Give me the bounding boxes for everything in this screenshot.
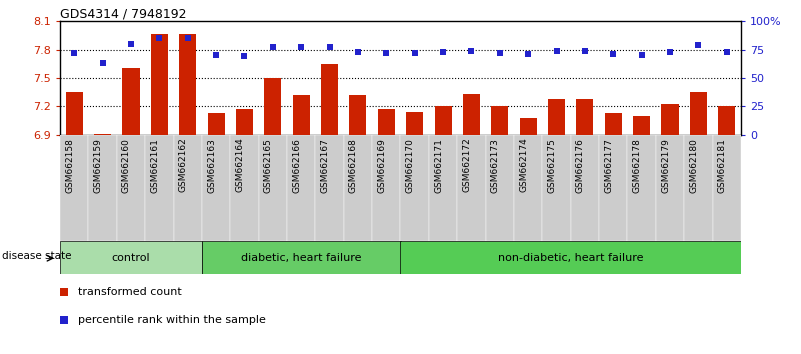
Bar xyxy=(287,135,316,241)
Bar xyxy=(457,135,485,241)
Bar xyxy=(713,135,741,241)
Bar xyxy=(123,68,139,135)
Bar xyxy=(292,95,310,135)
Text: GSM662161: GSM662161 xyxy=(151,138,159,193)
Text: GSM662166: GSM662166 xyxy=(292,138,301,193)
Bar xyxy=(577,99,594,135)
Bar xyxy=(400,241,741,274)
Bar xyxy=(570,135,599,241)
Bar xyxy=(491,106,509,135)
Bar xyxy=(429,135,457,241)
Text: GSM662175: GSM662175 xyxy=(548,138,557,193)
Bar xyxy=(344,135,372,241)
Bar xyxy=(66,92,83,135)
Bar xyxy=(548,99,565,135)
Bar xyxy=(202,135,231,241)
Bar xyxy=(463,94,480,135)
Bar xyxy=(321,64,338,135)
Text: transformed count: transformed count xyxy=(78,287,182,297)
Bar xyxy=(627,135,656,241)
Text: GSM662163: GSM662163 xyxy=(207,138,216,193)
Bar xyxy=(406,112,423,135)
Bar xyxy=(633,116,650,135)
Bar xyxy=(151,34,168,135)
Bar xyxy=(656,135,684,241)
Text: GSM662178: GSM662178 xyxy=(633,138,642,193)
Text: GSM662171: GSM662171 xyxy=(434,138,443,193)
Text: percentile rank within the sample: percentile rank within the sample xyxy=(78,315,266,325)
Bar xyxy=(662,104,678,135)
Text: GSM662159: GSM662159 xyxy=(94,138,103,193)
Bar xyxy=(514,135,542,241)
Bar xyxy=(174,135,202,241)
Text: GSM662181: GSM662181 xyxy=(718,138,727,193)
Bar xyxy=(605,113,622,135)
Bar xyxy=(378,109,395,135)
Bar xyxy=(117,135,145,241)
Text: control: control xyxy=(111,252,151,263)
Text: GSM662176: GSM662176 xyxy=(576,138,585,193)
Bar xyxy=(60,135,88,241)
Bar xyxy=(599,135,627,241)
Text: GDS4314 / 7948192: GDS4314 / 7948192 xyxy=(60,7,187,20)
Bar xyxy=(316,135,344,241)
Bar xyxy=(400,135,429,241)
Text: GSM662172: GSM662172 xyxy=(462,138,472,193)
Bar xyxy=(231,135,259,241)
Bar xyxy=(179,34,196,135)
Bar xyxy=(236,109,253,135)
Text: GSM662162: GSM662162 xyxy=(179,138,187,193)
Bar xyxy=(718,106,735,135)
Text: GSM662164: GSM662164 xyxy=(235,138,244,193)
Bar xyxy=(542,135,570,241)
Bar xyxy=(434,106,452,135)
Text: disease state: disease state xyxy=(2,251,72,261)
Text: GSM662169: GSM662169 xyxy=(377,138,386,193)
Bar xyxy=(349,95,366,135)
Text: GSM662179: GSM662179 xyxy=(661,138,670,193)
Bar xyxy=(259,135,287,241)
Text: GSM662158: GSM662158 xyxy=(65,138,74,193)
Bar xyxy=(88,135,117,241)
Bar xyxy=(202,241,400,274)
Text: GSM662174: GSM662174 xyxy=(519,138,528,193)
Bar xyxy=(372,135,400,241)
Text: GSM662177: GSM662177 xyxy=(604,138,614,193)
Text: GSM662170: GSM662170 xyxy=(405,138,415,193)
Bar xyxy=(60,241,202,274)
Bar xyxy=(485,135,514,241)
Bar xyxy=(690,92,706,135)
Bar xyxy=(684,135,713,241)
Bar xyxy=(207,113,224,135)
Text: GSM662167: GSM662167 xyxy=(320,138,329,193)
Bar xyxy=(145,135,174,241)
Bar xyxy=(520,118,537,135)
Text: GSM662168: GSM662168 xyxy=(349,138,358,193)
Text: GSM662165: GSM662165 xyxy=(264,138,273,193)
Bar xyxy=(95,133,111,135)
Text: GSM662160: GSM662160 xyxy=(122,138,131,193)
Text: GSM662180: GSM662180 xyxy=(690,138,698,193)
Text: non-diabetic, heart failure: non-diabetic, heart failure xyxy=(498,252,643,263)
Text: GSM662173: GSM662173 xyxy=(491,138,500,193)
Text: diabetic, heart failure: diabetic, heart failure xyxy=(241,252,361,263)
Bar xyxy=(264,78,281,135)
